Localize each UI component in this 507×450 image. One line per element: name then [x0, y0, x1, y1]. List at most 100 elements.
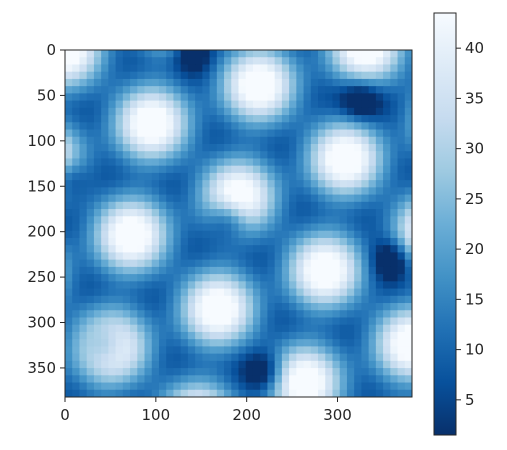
heatmap-cell — [252, 194, 261, 203]
heatmap-cell — [303, 151, 312, 160]
heatmap-cell — [346, 266, 355, 275]
heatmap-cell — [79, 252, 88, 261]
heatmap-cell — [209, 368, 218, 376]
heatmap-cell — [361, 78, 370, 87]
heatmap-cell — [101, 209, 109, 217]
heatmap-cell — [354, 93, 362, 102]
heatmap-cell — [180, 346, 189, 355]
heatmap-cell — [195, 187, 203, 196]
heatmap-cell — [101, 151, 109, 160]
heatmap-cell — [72, 180, 81, 188]
heatmap-cell — [195, 50, 203, 58]
heatmap-cell — [101, 339, 109, 347]
heatmap-cell — [86, 93, 95, 102]
heatmap-cell — [289, 346, 297, 355]
heatmap-cell — [151, 266, 160, 275]
heatmap-cell — [187, 281, 196, 290]
heatmap-cell — [260, 382, 269, 391]
heatmap-cell — [296, 245, 305, 254]
heatmap-cell — [231, 237, 240, 246]
heatmap-cell — [65, 216, 73, 225]
heatmap-cell — [404, 115, 412, 123]
heatmap-cell — [93, 57, 102, 66]
heatmap-cell — [267, 122, 276, 131]
heatmap-cell — [404, 389, 412, 397]
heatmap-cell — [93, 129, 102, 138]
heatmap-cell — [245, 266, 254, 275]
heatmap-cell — [216, 317, 225, 326]
heatmap-cell — [101, 317, 109, 326]
heatmap-cell — [209, 201, 218, 210]
heatmap-cell — [130, 245, 138, 254]
heatmap-cell — [101, 266, 109, 275]
heatmap-cell — [195, 303, 203, 311]
heatmap-cell — [79, 172, 88, 181]
heatmap-cell — [216, 389, 225, 397]
heatmap-cell — [115, 158, 124, 167]
heatmap-cell — [231, 107, 240, 116]
heatmap-cell — [72, 194, 81, 203]
heatmap-cell — [122, 158, 131, 167]
heatmap-cell — [383, 360, 391, 369]
heatmap-cell — [245, 129, 254, 138]
heatmap-cell — [130, 180, 138, 188]
heatmap-cell — [137, 64, 146, 73]
heatmap-cell — [303, 375, 312, 384]
heatmap-cell — [209, 180, 218, 188]
heatmap-cell — [180, 288, 189, 297]
heatmap-cell — [144, 375, 153, 384]
heatmap-cell — [303, 86, 312, 94]
heatmap-cell — [383, 266, 391, 275]
heatmap-cell — [209, 331, 218, 340]
heatmap-cell — [354, 50, 362, 58]
heatmap-cell — [180, 230, 189, 239]
heatmap-cell — [318, 317, 326, 326]
heatmap-cell — [166, 86, 175, 94]
heatmap-cell — [216, 266, 225, 275]
heatmap-cell — [72, 201, 81, 210]
heatmap-cell — [101, 353, 109, 362]
heatmap-cell — [383, 64, 391, 73]
heatmap-cell — [252, 129, 261, 138]
heatmap-cell — [173, 288, 182, 297]
heatmap-cell — [65, 86, 73, 94]
heatmap-cell — [101, 57, 109, 66]
heatmap-cell — [404, 331, 412, 340]
heatmap-cell — [289, 194, 297, 203]
heatmap-cell — [346, 136, 355, 145]
heatmap-cell — [115, 136, 124, 145]
heatmap-cell — [195, 78, 203, 87]
heatmap-cell — [65, 115, 73, 123]
heatmap-cell — [296, 360, 305, 369]
heatmap-cell — [296, 223, 305, 232]
heatmap-cell — [65, 136, 73, 145]
heatmap-cell — [195, 317, 203, 326]
heatmap-cell — [224, 331, 232, 340]
heatmap-cell — [209, 295, 218, 304]
heatmap-cell — [187, 274, 196, 282]
heatmap-cell — [404, 346, 412, 355]
heatmap-cell — [65, 71, 73, 80]
heatmap-cell — [101, 295, 109, 304]
heatmap-cell — [332, 165, 341, 174]
heatmap-cell — [260, 194, 269, 203]
heatmap-cell — [202, 71, 211, 80]
heatmap-cell — [245, 136, 254, 145]
heatmap-cell — [202, 317, 211, 326]
heatmap-cell — [252, 252, 261, 261]
heatmap-cell — [361, 368, 370, 376]
heatmap-cell — [346, 151, 355, 160]
heatmap-cell — [318, 252, 326, 261]
heatmap-cell — [122, 295, 131, 304]
heatmap-cell — [93, 93, 102, 102]
heatmap-cell — [231, 295, 240, 304]
heatmap-cell — [65, 223, 73, 232]
heatmap-cell — [390, 165, 399, 174]
heatmap-cell — [93, 158, 102, 167]
heatmap-cell — [296, 317, 305, 326]
heatmap-cell — [144, 122, 153, 131]
heatmap-cell — [202, 165, 211, 174]
heatmap-cell — [260, 122, 269, 131]
heatmap-cell — [354, 209, 362, 217]
heatmap-cell — [137, 252, 146, 261]
